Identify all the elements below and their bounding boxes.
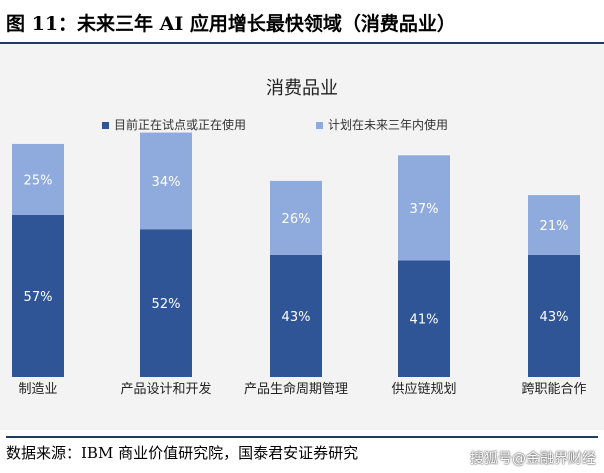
legend-item: 计划在未来三年内使用: [316, 117, 448, 132]
data-label: 52%: [152, 297, 181, 312]
x-tick-label: 制造业: [18, 382, 57, 397]
data-label: 25%: [24, 173, 53, 188]
legend-label: 目前正在试点或正在使用: [114, 117, 246, 132]
bar-group: 57% 25% 52% 34% 43% 26% 41% 37% 43% 21%: [12, 132, 580, 377]
x-axis-labels: 制造业 产品设计和开发 产品生命周期管理 供应链规划 跨职能合作: [18, 381, 586, 397]
bar-segment: [528, 254, 580, 377]
chart-area: 消费品业 目前正在试点或正在使用 计划在未来三年内使用 57% 25% 52% 34% 4…: [0, 44, 604, 430]
bar-segment: [398, 155, 450, 261]
data-label: 43%: [540, 310, 569, 325]
bar-segment: [270, 180, 322, 255]
data-label: 41%: [410, 313, 439, 328]
data-label: 21%: [540, 219, 569, 234]
legend-swatch: [102, 122, 109, 129]
legend-item: 目前正在试点或正在使用: [102, 117, 246, 132]
data-label: 43%: [282, 310, 311, 325]
bar-segment: [140, 132, 192, 230]
bar-segment: [12, 143, 64, 215]
watermark: 搜狐号@金融界财经: [470, 451, 596, 467]
chart-title: 消费品业: [266, 78, 338, 99]
x-tick-label: 供应链规划: [391, 381, 456, 397]
x-tick-label: 产品设计和开发: [120, 381, 211, 397]
figure-title: 图 11：未来三年 AI 应用增长最快领域（消费品业）: [0, 0, 604, 44]
data-label: 26%: [282, 212, 311, 227]
bar-segment: [140, 229, 192, 377]
source-note: 数据来源：IBM 商业价值研究院，国泰君安证券研究: [6, 436, 598, 463]
data-label: 37%: [410, 202, 439, 217]
bar-segment: [398, 260, 450, 377]
legend-swatch: [316, 122, 323, 129]
x-tick-label: 产品生命周期管理: [244, 381, 348, 397]
legend-label: 计划在未来三年内使用: [328, 117, 448, 132]
data-label: 57%: [24, 290, 53, 305]
chart-legend: 目前正在试点或正在使用 计划在未来三年内使用: [102, 117, 448, 132]
x-tick-label: 跨职能合作: [521, 382, 586, 397]
stacked-bar-chart: 消费品业 目前正在试点或正在使用 计划在未来三年内使用 57% 25% 52% 34% 4…: [12, 78, 587, 397]
data-label: 34%: [152, 175, 181, 190]
bar-segment: [528, 195, 580, 255]
bar-segment: [270, 254, 322, 377]
bar-segment: [12, 215, 64, 377]
